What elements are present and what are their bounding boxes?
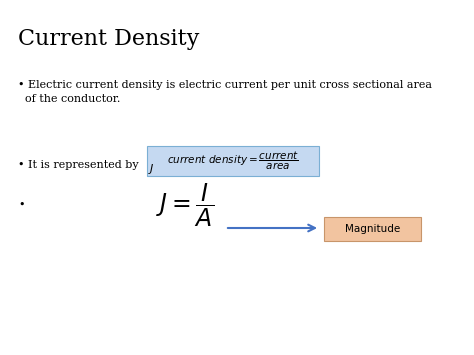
Text: $\mathit{current\ density} = \dfrac{\mathit{current}}{\mathit{area}}$: $\mathit{current\ density} = \dfrac{\mat…: [167, 150, 299, 172]
Text: • It is represented by: • It is represented by: [18, 160, 138, 170]
Text: Magnitude: Magnitude: [345, 224, 400, 234]
Text: • Electric current density is electric current per unit cross sectional area: • Electric current density is electric c…: [18, 80, 432, 90]
FancyBboxPatch shape: [324, 217, 421, 241]
Text: of the conductor.: of the conductor.: [18, 94, 120, 104]
FancyBboxPatch shape: [147, 146, 319, 176]
Text: $\mathit{J}$: $\mathit{J}$: [148, 162, 155, 176]
Text: Current Density: Current Density: [18, 28, 200, 50]
Text: $J = \dfrac{I}{A}$: $J = \dfrac{I}{A}$: [156, 181, 214, 229]
Text: •: •: [18, 200, 25, 210]
